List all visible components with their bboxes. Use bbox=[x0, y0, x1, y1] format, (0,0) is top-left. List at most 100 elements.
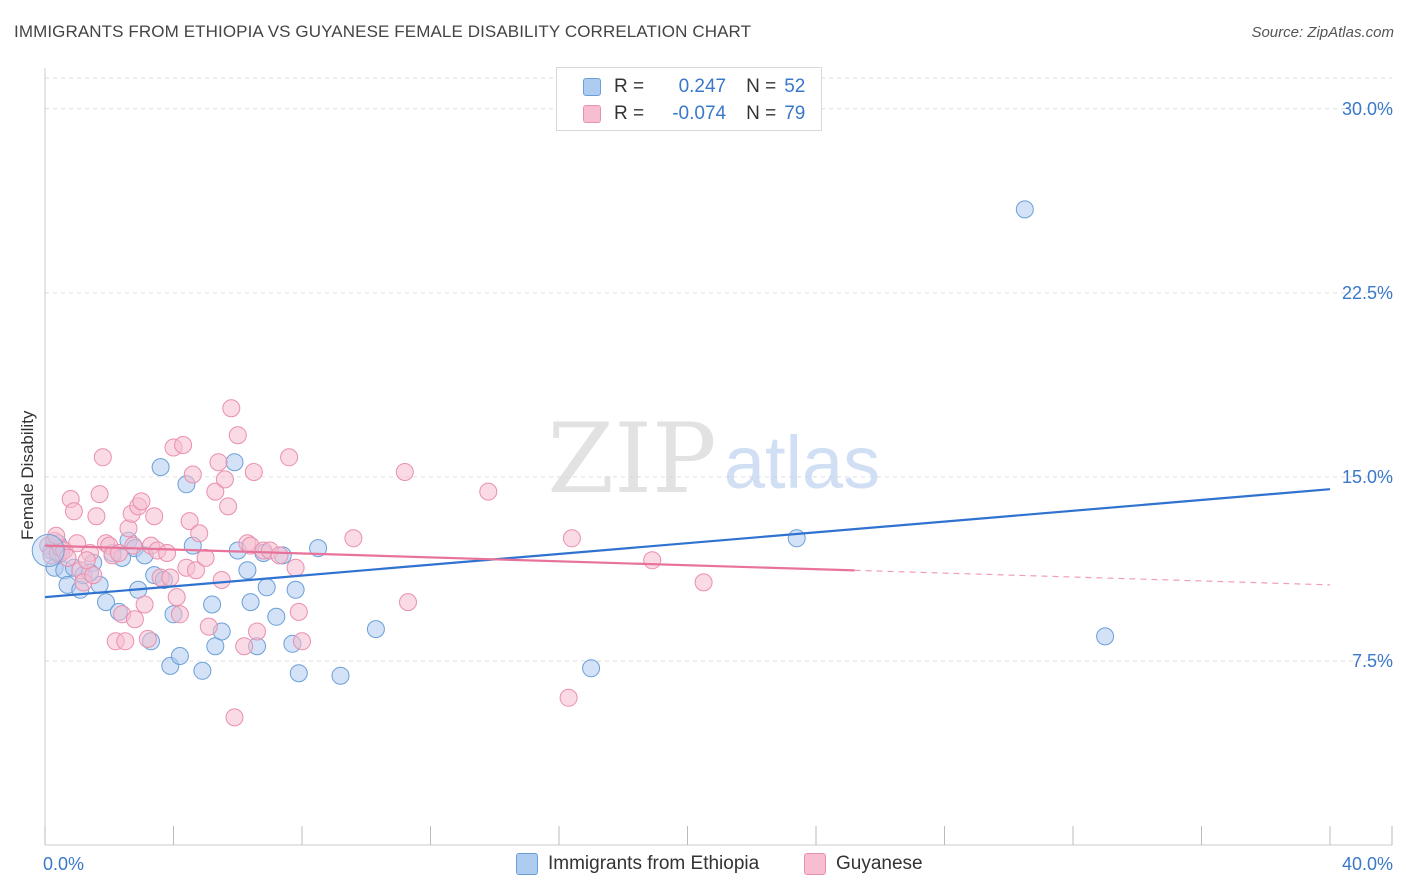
ethiopia-point bbox=[193, 661, 212, 680]
guyanese-point bbox=[187, 561, 205, 580]
guyanese-point bbox=[228, 426, 247, 445]
guyanese-trend-line bbox=[44, 544, 855, 572]
bottom-legend-swatch-blue bbox=[516, 853, 538, 875]
legend-r-label: R = bbox=[614, 76, 645, 97]
ethiopia-point bbox=[582, 659, 601, 678]
ethiopia-point bbox=[309, 539, 328, 558]
guyanese-point bbox=[190, 524, 209, 543]
guyanese-point bbox=[219, 497, 238, 516]
ethiopia-point bbox=[257, 578, 276, 597]
guyanese-point bbox=[289, 602, 308, 621]
ethiopia-point bbox=[787, 529, 806, 548]
guyanese-point bbox=[559, 688, 578, 707]
guyanese-point bbox=[138, 629, 157, 648]
ethiopia-trend-line bbox=[44, 488, 1331, 599]
guyanese-point bbox=[58, 548, 77, 567]
guyanese-point bbox=[145, 507, 164, 526]
guyanese-point bbox=[694, 573, 713, 592]
guyanese-point bbox=[395, 463, 414, 481]
guyanese-point bbox=[344, 529, 363, 548]
guyanese-point bbox=[280, 448, 299, 467]
bottom-legend-label: Guyanese bbox=[836, 853, 923, 874]
bottom-legend-swatch-pink bbox=[804, 853, 826, 875]
axis-layer bbox=[44, 68, 1393, 846]
chart-title: IMMIGRANTS FROM ETHIOPIA VS GUYANESE FEM… bbox=[14, 22, 752, 41]
ethiopia-point bbox=[97, 593, 115, 612]
legend-n-value: 52 bbox=[784, 76, 806, 97]
ethiopia-point bbox=[289, 664, 308, 683]
guyanese-point bbox=[206, 482, 225, 501]
ethiopia-point bbox=[366, 620, 385, 639]
guyanese-point bbox=[270, 546, 289, 565]
guyanese-point bbox=[293, 632, 311, 651]
guyanese-point bbox=[170, 605, 189, 624]
guyanese-point bbox=[93, 448, 112, 467]
guyanese-point bbox=[132, 492, 151, 511]
guyanese-point bbox=[235, 637, 254, 656]
source-label: Source: ZipAtlas.com bbox=[1251, 24, 1394, 41]
ethiopia-point bbox=[225, 453, 244, 472]
ethiopia-point bbox=[170, 647, 189, 665]
guyanese-point bbox=[167, 588, 186, 607]
bottom-legend-label: Immigrants from Ethiopia bbox=[548, 853, 760, 874]
y-tick-label: 15.0% bbox=[1342, 467, 1393, 487]
watermark-atlas: atlas bbox=[724, 421, 880, 504]
guyanese-point bbox=[77, 551, 96, 570]
ethiopia-point bbox=[1015, 200, 1034, 219]
guyanese-point bbox=[222, 399, 241, 418]
guyanese-point bbox=[212, 571, 231, 589]
guyanese-point bbox=[90, 485, 109, 504]
guyanese-point bbox=[244, 463, 263, 481]
guyanese-point bbox=[180, 512, 199, 531]
guyanese-point bbox=[215, 470, 234, 489]
trend-layer bbox=[44, 488, 1331, 599]
guyanese-point bbox=[562, 529, 581, 548]
legend-r-label: R = bbox=[614, 103, 645, 124]
ethiopia-point bbox=[238, 561, 257, 580]
ethiopia-point bbox=[286, 580, 305, 599]
y-tick-label: 7.5% bbox=[1352, 651, 1393, 671]
watermark-zip: ZIP bbox=[547, 403, 716, 515]
guyanese-point bbox=[479, 482, 498, 501]
legend-swatch-pink bbox=[583, 105, 601, 123]
bottom-legend-guyanese: Guyanese bbox=[804, 851, 923, 877]
guyanese-point bbox=[174, 436, 193, 454]
guyanese-point bbox=[286, 558, 305, 577]
guyanese-point bbox=[248, 622, 266, 641]
watermark: ZIP atlas bbox=[547, 403, 880, 515]
correlation-legend: R = 0.247 N = 52 R = -0.074 N = 79 bbox=[556, 67, 822, 131]
legend-row-ethiopia: R = 0.247 N = 52 bbox=[583, 75, 805, 99]
legend-row-guyanese: R = -0.074 N = 79 bbox=[583, 102, 805, 126]
y-tick-label: 30.0% bbox=[1342, 99, 1393, 119]
guyanese-trend-extension bbox=[854, 569, 1331, 586]
x-tick-label: 0.0% bbox=[43, 854, 84, 874]
guyanese-point bbox=[643, 551, 662, 570]
legend-r-value: -0.074 bbox=[672, 103, 727, 124]
ethiopia-point bbox=[151, 458, 170, 477]
ethiopia-point bbox=[267, 607, 286, 626]
guyanese-point bbox=[64, 502, 83, 521]
legend-r-value: 0.247 bbox=[678, 76, 727, 97]
guyanese-point bbox=[399, 593, 417, 612]
ethiopia-point bbox=[1096, 627, 1115, 646]
guyanese-point bbox=[199, 617, 218, 636]
guyanese-point bbox=[225, 708, 244, 727]
legend-n-value: 79 bbox=[784, 103, 806, 124]
legend-n-label: N = bbox=[746, 76, 777, 97]
guyanese-point bbox=[119, 519, 138, 538]
guyanese-point bbox=[158, 544, 177, 562]
x-tick-label: 40.0% bbox=[1342, 854, 1393, 874]
ethiopia-point bbox=[241, 593, 260, 612]
guyanese-point bbox=[116, 632, 135, 651]
tick-label-layer: 7.5% 15.0% 22.5% 30.0% 0.0% 40.0% bbox=[43, 99, 1393, 874]
guyanese-point bbox=[183, 465, 202, 484]
ethiopia-point bbox=[31, 534, 65, 568]
guyanese-point bbox=[87, 507, 106, 526]
guyanese-point bbox=[124, 536, 143, 555]
guyanese-point bbox=[125, 610, 144, 629]
legend-n-label: N = bbox=[746, 103, 777, 124]
legend-swatch-blue bbox=[583, 78, 601, 96]
bottom-legend-ethiopia: Immigrants from Ethiopia bbox=[516, 851, 759, 877]
ethiopia-point bbox=[331, 666, 350, 685]
